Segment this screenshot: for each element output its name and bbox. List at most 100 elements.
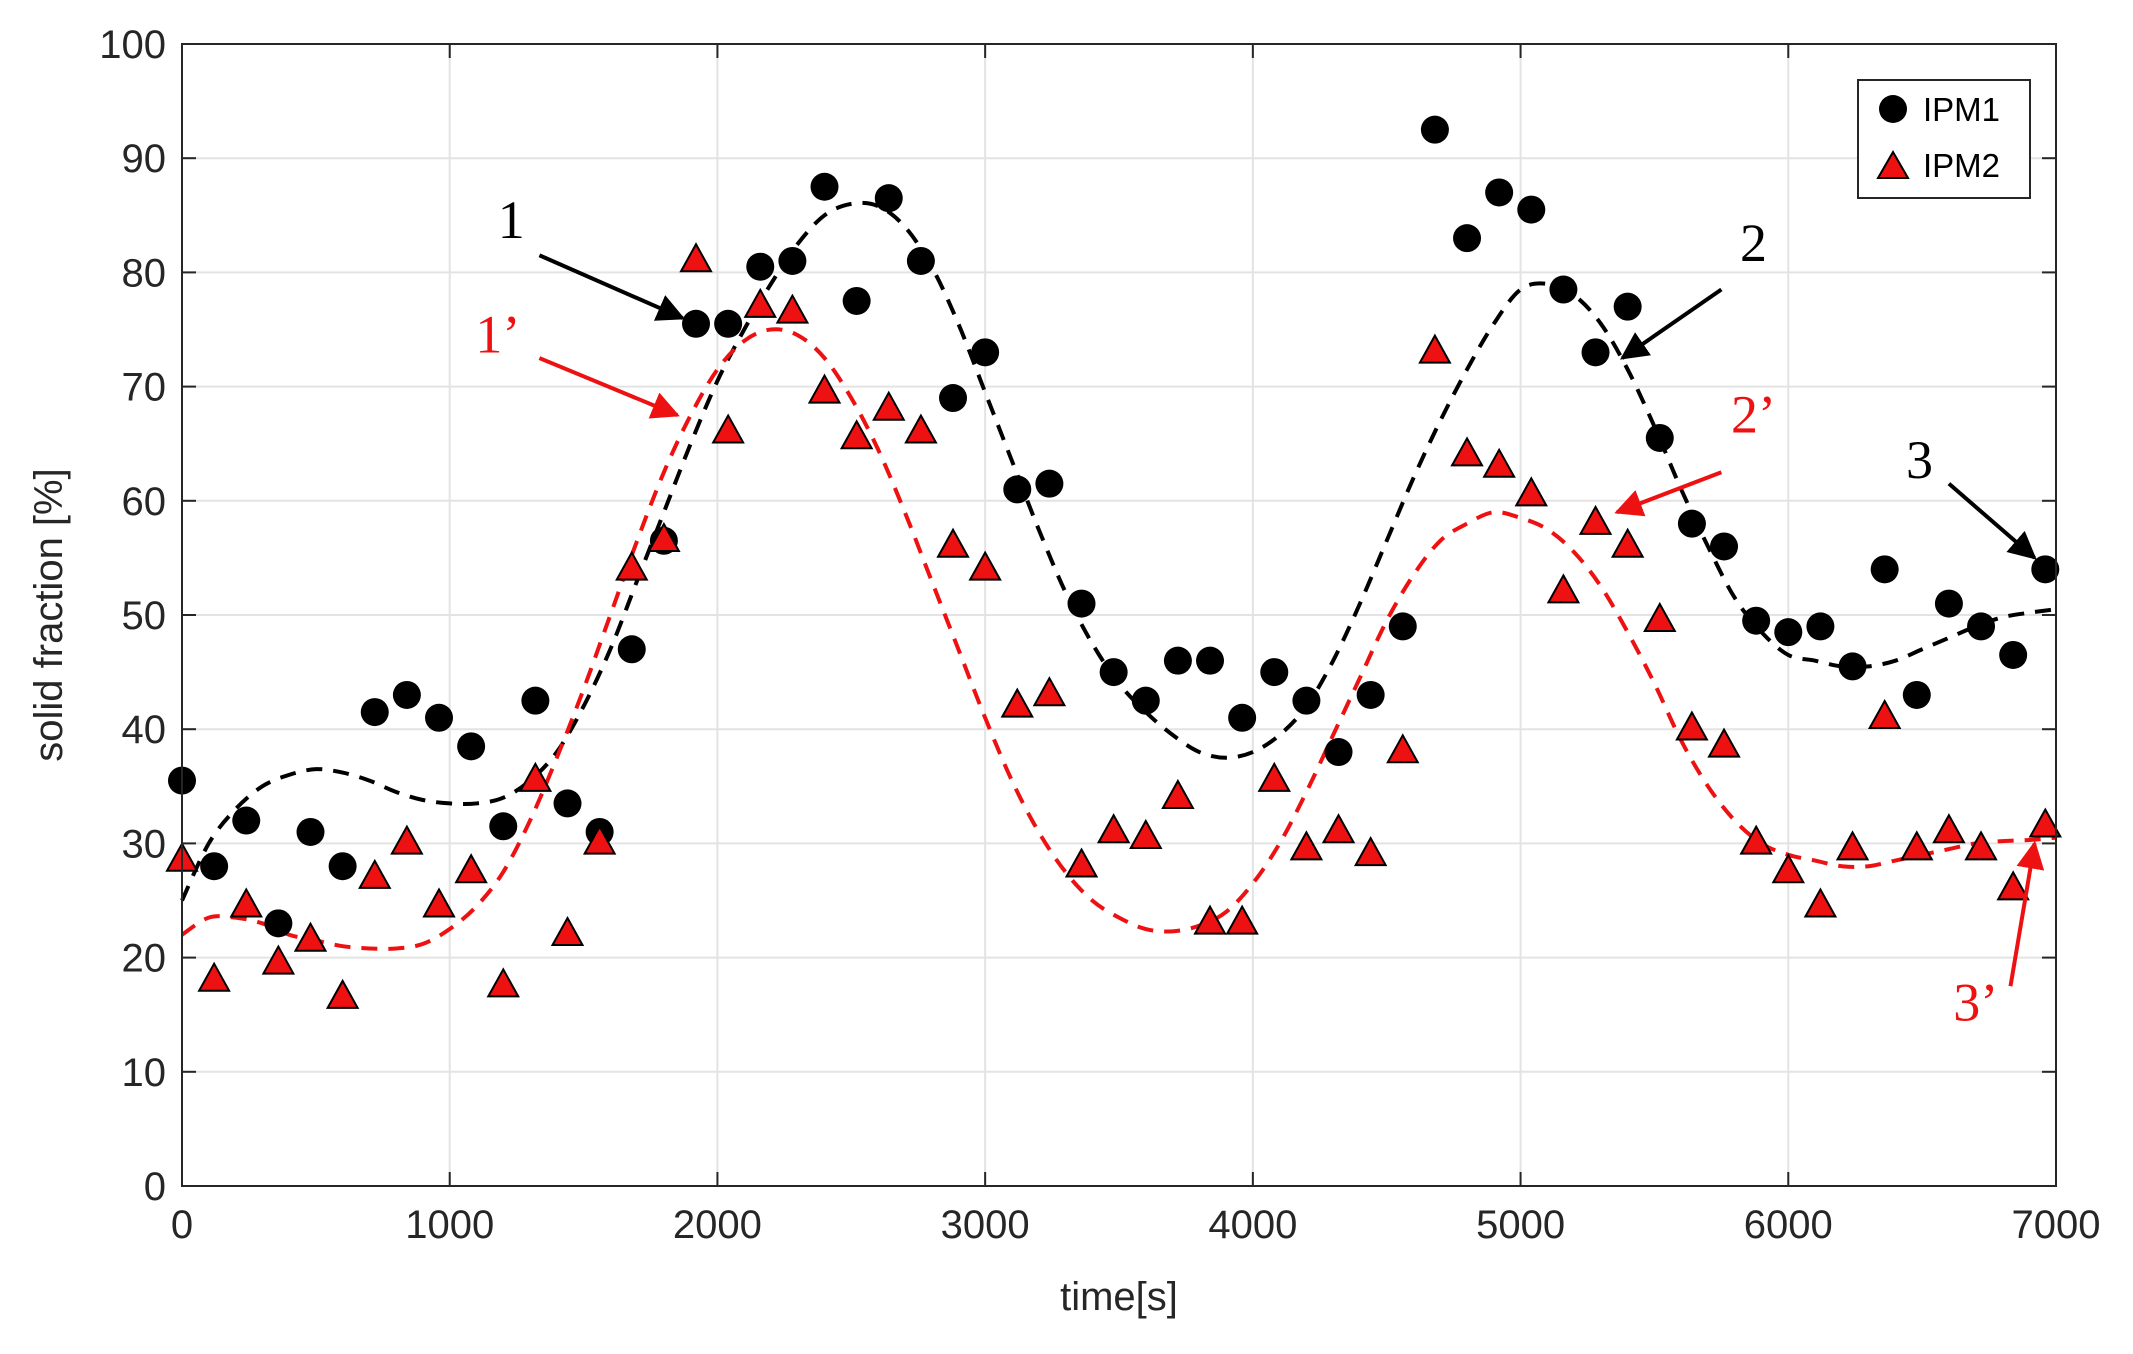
point-ipm2 bbox=[390, 824, 424, 855]
point-ipm1 bbox=[906, 246, 935, 275]
point-ipm1 bbox=[1710, 532, 1739, 561]
point-ipm1 bbox=[1999, 640, 2028, 669]
point-ipm2 bbox=[1643, 601, 1677, 632]
point-ipm1 bbox=[392, 680, 421, 709]
point-ipm1 bbox=[1196, 646, 1225, 675]
annotation-arrow bbox=[538, 253, 686, 321]
point-ipm2 bbox=[647, 521, 681, 553]
annotation-label: 1 bbox=[498, 190, 525, 250]
point-ipm1 bbox=[232, 806, 261, 835]
point-ipm2 bbox=[1835, 830, 1870, 861]
point-ipm1 bbox=[1742, 606, 1771, 635]
point-ipm1 bbox=[200, 852, 229, 881]
point-ipm2 bbox=[197, 961, 231, 992]
point-ipm2 bbox=[325, 978, 360, 1009]
point-ipm1 bbox=[842, 286, 871, 315]
x-tick-label: 3000 bbox=[941, 1203, 1030, 1247]
point-ipm1 bbox=[971, 338, 1000, 367]
annotation-arrow bbox=[2008, 840, 2045, 987]
y-tick-label: 50 bbox=[122, 594, 167, 638]
point-ipm2 bbox=[1161, 778, 1195, 809]
y-tick-label: 100 bbox=[99, 23, 166, 67]
point-ipm1 bbox=[1838, 652, 1867, 681]
point-ipm1 bbox=[425, 703, 454, 732]
point-ipm1 bbox=[296, 817, 325, 846]
point-ipm2 bbox=[1932, 813, 1966, 844]
point-ipm2 bbox=[2028, 807, 2062, 838]
point-ipm1 bbox=[1677, 509, 1706, 538]
point-ipm2 bbox=[582, 824, 617, 855]
point-ipm2 bbox=[1578, 504, 1613, 535]
y-tick-label: 30 bbox=[122, 822, 167, 866]
point-ipm2 bbox=[679, 242, 713, 273]
point-ipm2 bbox=[1900, 830, 1934, 861]
point-ipm1 bbox=[328, 852, 357, 881]
point-ipm2 bbox=[1418, 333, 1452, 364]
point-ipm2 bbox=[358, 858, 392, 889]
point-ipm2 bbox=[422, 887, 456, 918]
point-ipm2 bbox=[1546, 573, 1581, 604]
point-ipm2 bbox=[1257, 761, 1291, 792]
point-ipm2 bbox=[936, 527, 970, 558]
point-ipm1 bbox=[264, 909, 293, 938]
annotation-arrow bbox=[538, 356, 680, 419]
point-ipm1 bbox=[1035, 469, 1064, 498]
point-ipm1 bbox=[1292, 686, 1321, 715]
point-ipm2 bbox=[1032, 676, 1067, 707]
point-ipm1 bbox=[1003, 475, 1032, 504]
point-ipm2 bbox=[1610, 527, 1645, 558]
point-ipm1 bbox=[1581, 338, 1610, 367]
point-ipm2 bbox=[711, 413, 745, 444]
point-ipm1 bbox=[1163, 646, 1192, 675]
point-ipm2 bbox=[1482, 447, 1516, 478]
point-ipm1 bbox=[1806, 612, 1835, 641]
annotation-label: 2 bbox=[1740, 213, 1767, 273]
annotation-arrow bbox=[1620, 287, 1723, 360]
legend: IPM1 IPM2 bbox=[1857, 79, 2031, 199]
annotation-label: 3’ bbox=[1953, 972, 1998, 1032]
point-ipm1 bbox=[1870, 555, 1899, 584]
point-ipm2 bbox=[615, 550, 649, 581]
point-ipm2 bbox=[872, 390, 906, 421]
point-ipm1 bbox=[1645, 423, 1674, 452]
annotation-arrow bbox=[1614, 470, 1723, 517]
point-ipm1 bbox=[521, 686, 550, 715]
point-ipm1 bbox=[1420, 115, 1449, 144]
point-ipm2 bbox=[1450, 436, 1484, 467]
point-ipm2 bbox=[839, 419, 874, 450]
y-tick-label: 40 bbox=[122, 708, 167, 752]
point-ipm2 bbox=[1064, 847, 1099, 878]
point-ipm2 bbox=[486, 967, 520, 998]
legend-marker-ipm2 bbox=[1876, 149, 1910, 179]
point-ipm2 bbox=[1675, 710, 1709, 741]
point-ipm1 bbox=[939, 384, 968, 413]
data-points bbox=[165, 115, 2062, 1009]
point-ipm1 bbox=[553, 789, 582, 818]
point-ipm2 bbox=[518, 761, 553, 792]
point-ipm2 bbox=[1964, 830, 1998, 861]
point-ipm2 bbox=[1707, 727, 1741, 758]
point-ipm2 bbox=[743, 287, 777, 318]
axis-ticks: 0 1000 2000 3000 4000 5000 6000 7000 0 10 20 30 40 50… bbox=[99, 23, 2100, 1247]
legend-label-ipm2: IPM2 bbox=[1923, 147, 2000, 184]
point-ipm1 bbox=[746, 252, 775, 281]
point-ipm2 bbox=[454, 853, 488, 884]
point-ipm2 bbox=[1803, 887, 1838, 918]
point-ipm1 bbox=[1902, 680, 1931, 709]
point-ipm2 bbox=[968, 550, 1002, 581]
x-tick-label: 7000 bbox=[2012, 1203, 2101, 1247]
annotation-label: 3 bbox=[1906, 430, 1933, 490]
point-ipm2 bbox=[1000, 687, 1034, 718]
point-ipm1 bbox=[1934, 589, 1963, 618]
annotation-label: 1’ bbox=[475, 304, 520, 364]
point-ipm1 bbox=[1485, 178, 1514, 207]
point-ipm2 bbox=[1321, 813, 1356, 844]
point-ipm1 bbox=[1324, 738, 1353, 767]
fit-curve-ipm2 bbox=[180, 327, 2057, 951]
point-ipm2 bbox=[261, 944, 296, 975]
annotation-label: 2’ bbox=[1731, 384, 1776, 444]
point-ipm2 bbox=[1289, 830, 1324, 861]
y-tick-label: 10 bbox=[122, 1051, 167, 1095]
